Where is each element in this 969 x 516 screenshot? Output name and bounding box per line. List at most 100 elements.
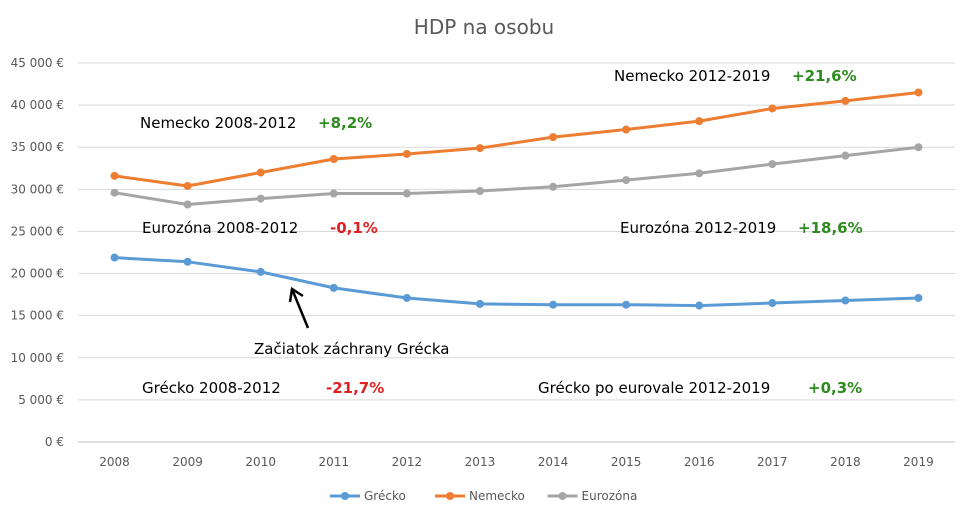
data-point xyxy=(841,151,850,160)
data-point xyxy=(402,293,411,302)
x-tick-label: 2008 xyxy=(99,455,130,469)
data-point xyxy=(402,149,411,158)
legend-marker xyxy=(446,492,454,500)
annotation-label: Grécko 2008-2012 xyxy=(142,379,281,397)
annotation-label: Eurozóna 2012-2019 xyxy=(620,219,776,237)
y-tick-label: 40 000 € xyxy=(11,98,64,112)
annotation-label: Nemecko 2012-2019 xyxy=(614,67,770,85)
series-line xyxy=(114,256,919,308)
data-point xyxy=(549,182,558,191)
y-tick-label: 0 € xyxy=(45,435,64,449)
series-eurozóna xyxy=(110,143,923,209)
x-tick-label: 2018 xyxy=(830,455,861,469)
data-point xyxy=(768,104,777,113)
x-tick-label: 2019 xyxy=(903,455,934,469)
data-point xyxy=(695,117,704,126)
data-point xyxy=(183,257,192,266)
data-point xyxy=(110,253,119,262)
annotation-label: Grécko po eurovale 2012-2019 xyxy=(538,379,770,397)
data-point xyxy=(914,293,923,302)
data-point xyxy=(329,155,338,164)
annotation-nemecko-2012-2019: Nemecko 2012-2019 +21,6% xyxy=(614,67,857,85)
y-tick-label: 10 000 € xyxy=(11,351,64,365)
data-point xyxy=(841,96,850,105)
data-point xyxy=(256,267,265,276)
x-tick-label: 2012 xyxy=(392,455,423,469)
data-point xyxy=(475,187,484,196)
legend-item: Grécko xyxy=(330,489,406,503)
data-point xyxy=(841,296,850,305)
data-point xyxy=(768,299,777,308)
data-point xyxy=(256,168,265,177)
data-point xyxy=(329,189,338,198)
x-tick-label: 2011 xyxy=(319,455,350,469)
annotation-grecko-2008-2012: Grécko 2008-2012 -21,7% xyxy=(142,379,384,397)
y-tick-label: 30 000 € xyxy=(11,182,64,196)
y-tick-label: 15 000 € xyxy=(11,309,64,323)
data-point xyxy=(549,133,558,142)
annotation-value: +8,2% xyxy=(318,114,372,132)
x-axis-ticks: 2008 2009 2010 2011 2012 2013 2014 2015 2016 2017… xyxy=(99,455,933,469)
arrow-label: Začiatok záchrany Grécka xyxy=(254,340,449,358)
data-point xyxy=(475,144,484,153)
annotation-value: +21,6% xyxy=(792,67,857,85)
gridlines xyxy=(78,62,955,443)
series-line xyxy=(114,91,919,188)
data-point xyxy=(914,88,923,97)
data-point xyxy=(475,299,484,308)
y-axis-ticks: 0 € 5 000 € 10 000 € 15 000 € 20 000 € 25 000… xyxy=(11,56,64,449)
data-point xyxy=(110,188,119,197)
series-nemecko xyxy=(110,88,923,190)
rescue-arrow-annotation: Začiatok záchrany Grécka xyxy=(254,286,449,358)
x-tick-label: 2010 xyxy=(245,455,276,469)
y-tick-label: 35 000 € xyxy=(11,140,64,154)
annotation-value: -0,1% xyxy=(330,219,378,237)
legend-label: Eurozóna xyxy=(582,489,638,503)
y-tick-label: 20 000 € xyxy=(11,267,64,281)
arrow-head-icon xyxy=(288,286,304,303)
legend-label: Grécko xyxy=(364,489,406,503)
legend-marker xyxy=(558,492,567,500)
annotation-value: +18,6% xyxy=(798,219,863,237)
data-point xyxy=(695,301,704,310)
y-tick-label: 45 000 € xyxy=(11,56,64,70)
legend: Grécko Nemecko Eurozóna xyxy=(330,489,637,503)
x-tick-label: 2013 xyxy=(465,455,496,469)
data-point xyxy=(402,189,411,198)
x-tick-label: 2015 xyxy=(611,455,642,469)
legend-label: Nemecko xyxy=(469,489,525,503)
annotation-value: +0,3% xyxy=(808,379,862,397)
data-point xyxy=(110,171,119,180)
data-point xyxy=(549,300,558,309)
data-point xyxy=(768,160,777,169)
annotation-grecko-2012-2019: Grécko po eurovale 2012-2019 +0,3% xyxy=(538,379,862,397)
legend-marker xyxy=(341,492,349,500)
y-tick-label: 25 000 € xyxy=(11,224,64,238)
data-point xyxy=(622,176,631,185)
y-tick-label: 5 000 € xyxy=(18,393,64,407)
annotation-eurozona-2012-2019: Eurozóna 2012-2019 +18,6% xyxy=(620,219,863,237)
data-point xyxy=(622,300,631,309)
data-point xyxy=(914,143,923,152)
series-lines xyxy=(110,88,923,310)
arrow-icon xyxy=(290,288,310,329)
x-tick-label: 2009 xyxy=(172,455,203,469)
series-grécko xyxy=(110,253,923,310)
chart-title: HDP na osobu xyxy=(414,15,554,39)
data-point xyxy=(622,125,631,134)
x-tick-label: 2014 xyxy=(538,455,569,469)
legend-item: Nemecko xyxy=(435,489,525,503)
x-tick-label: 2016 xyxy=(684,455,715,469)
data-point xyxy=(183,200,192,209)
annotation-nemecko-2008-2012: Nemecko 2008-2012 +8,2% xyxy=(140,114,372,132)
data-point xyxy=(256,194,265,203)
legend-item: Eurozóna xyxy=(547,489,638,503)
annotation-value: -21,7% xyxy=(326,379,384,397)
x-tick-label: 2017 xyxy=(757,455,788,469)
data-point xyxy=(695,169,704,178)
annotation-label: Nemecko 2008-2012 xyxy=(140,114,296,132)
annotation-eurozona-2008-2012: Eurozóna 2008-2012 -0,1% xyxy=(142,219,378,237)
series-line xyxy=(114,145,919,206)
annotation-label: Eurozóna 2008-2012 xyxy=(142,219,298,237)
